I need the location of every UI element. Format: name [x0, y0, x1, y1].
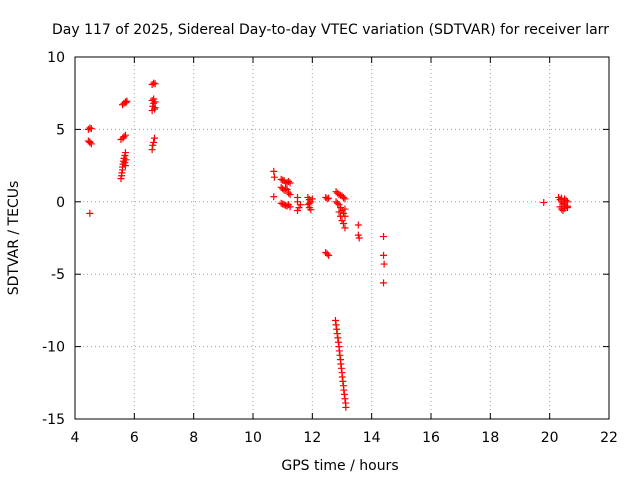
- data-point: [339, 220, 347, 228]
- data-point: [150, 138, 158, 146]
- x-tick-label: 20: [541, 430, 559, 446]
- data-point: [335, 208, 343, 216]
- data-point: [380, 279, 388, 287]
- data-point: [323, 195, 331, 203]
- data-point: [283, 185, 291, 193]
- data-point: [341, 224, 349, 232]
- data-point: [283, 202, 291, 210]
- data-point: [307, 206, 315, 214]
- data-point: [325, 251, 333, 259]
- x-tick-label: 4: [71, 430, 80, 446]
- axis-ticks: 4 6 8 10 12 14 16 18 20 22 -15 -10 -5 0 5 10: [42, 50, 618, 446]
- y-tick-label: -10: [42, 340, 65, 356]
- y-tick-label: 5: [56, 122, 65, 138]
- data-point: [270, 193, 278, 201]
- data-point: [150, 95, 158, 103]
- data-point: [151, 104, 159, 112]
- data-point: [294, 206, 301, 214]
- plot-frame: [74, 56, 610, 420]
- data-point: [86, 124, 94, 132]
- data-point: [285, 178, 293, 186]
- data-point: [540, 199, 548, 207]
- y-tick-label: 10: [47, 50, 65, 66]
- x-tick-label: 18: [481, 430, 499, 446]
- data-point: [120, 133, 128, 141]
- data-point: [561, 204, 568, 212]
- data-point: [148, 81, 156, 89]
- data-point: [323, 250, 331, 258]
- data-point: [282, 201, 290, 209]
- data-point: [280, 186, 288, 194]
- data-point: [286, 191, 294, 199]
- data-point: [558, 205, 566, 213]
- chart-title: Day 117 of 2025, Sidereal Day-to-day VTE…: [52, 22, 609, 38]
- data-point: [380, 233, 388, 241]
- grid: [75, 57, 609, 419]
- data-point: [86, 138, 94, 146]
- data-point: [334, 199, 342, 207]
- data-point: [87, 125, 95, 133]
- x-axis-label: GPS time / hours: [281, 458, 398, 474]
- data-point: [339, 193, 347, 201]
- data-point: [354, 221, 362, 229]
- data-point: [558, 194, 566, 202]
- data-point: [151, 80, 159, 88]
- data-point: [151, 134, 159, 142]
- data-point: [282, 185, 290, 193]
- data-point: [121, 149, 129, 157]
- data-point: [84, 125, 92, 133]
- data-point: [341, 205, 349, 213]
- data-point: [86, 209, 94, 217]
- data-point: [286, 179, 294, 187]
- data-point: [305, 199, 313, 207]
- x-tick-label: 10: [244, 430, 262, 446]
- data-point: [279, 200, 287, 208]
- data-point: [121, 159, 129, 167]
- data-point: [150, 79, 158, 87]
- x-tick-label: 14: [363, 430, 381, 446]
- data-point: [342, 403, 350, 411]
- data-point: [380, 251, 388, 259]
- data-point: [337, 212, 345, 220]
- data-point: [380, 260, 388, 268]
- data-point: [283, 178, 291, 186]
- data-points: [84, 79, 571, 411]
- data-point: [308, 195, 316, 203]
- x-tick-label: 8: [189, 430, 198, 446]
- data-point: [285, 189, 293, 197]
- y-tick-label: -5: [51, 267, 65, 283]
- x-tick-label: 16: [422, 430, 440, 446]
- x-tick-label: 22: [600, 430, 618, 446]
- data-point: [270, 173, 278, 181]
- y-tick-label: 0: [56, 195, 65, 211]
- data-point: [341, 195, 349, 203]
- data-point: [335, 191, 343, 199]
- data-point: [562, 196, 570, 204]
- data-point: [296, 201, 304, 209]
- x-tick-label: 6: [130, 430, 139, 446]
- y-tick-label: -15: [42, 412, 65, 428]
- data-point: [121, 131, 129, 139]
- y-axis-label: SDTVAR / TECUs: [6, 181, 22, 296]
- x-tick-label: 12: [303, 430, 321, 446]
- data-point: [122, 99, 130, 107]
- data-point: [123, 97, 131, 105]
- data-point: [322, 193, 330, 201]
- data-point: [286, 203, 294, 211]
- data-point: [325, 194, 333, 202]
- data-point: [277, 175, 285, 183]
- data-point: [355, 234, 363, 242]
- data-point: [277, 199, 285, 207]
